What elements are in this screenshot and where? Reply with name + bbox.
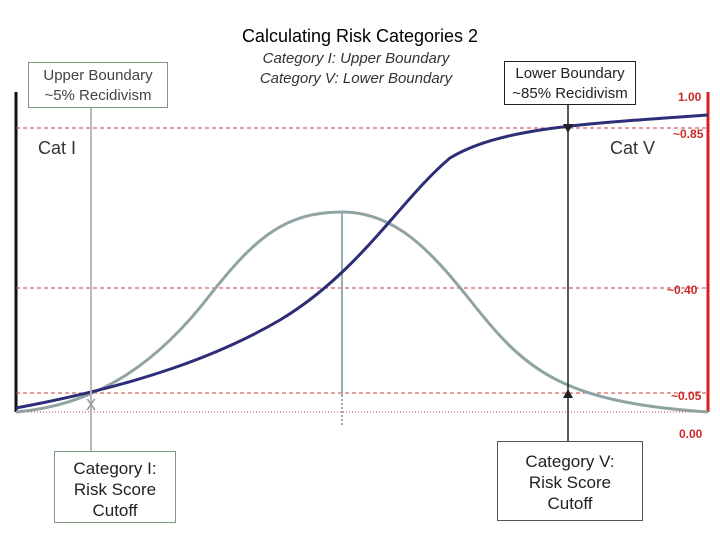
category-v-cutoff-line-3: Cutoff xyxy=(547,494,593,513)
tick-label-0-40: ~0.40 xyxy=(667,283,698,297)
category-v-cutoff-line-2: Risk Score xyxy=(528,473,612,492)
subtitle-line-2: Category V: Lower Boundary xyxy=(259,70,453,87)
upper-boundary-line-2: ~5% Recidivism xyxy=(44,87,152,104)
category-i-cutoff-line-1: Category I: xyxy=(73,459,157,478)
category-i-cutoff-line-3: Cutoff xyxy=(92,501,138,520)
category-i-cutoff-box: Category I: Risk Score Cutoff xyxy=(54,451,176,523)
lower-boundary-line-1: Lower Boundary xyxy=(515,65,625,82)
page-title: Calculating Risk Categories 2 xyxy=(241,26,479,46)
category-i-cutoff-line-2: Risk Score xyxy=(73,480,157,499)
subtitle-line-1: Category I: Upper Boundary xyxy=(262,50,450,67)
tick-label-0-05: ~0.05 xyxy=(671,389,702,403)
arrow-up-icon xyxy=(563,389,573,398)
tick-label-0-00: 0.00 xyxy=(679,427,703,441)
cutoff-x-marker: x xyxy=(86,393,96,415)
logistic-curve xyxy=(15,113,709,410)
tick-label-0-85: ~0.85 xyxy=(673,127,704,141)
lower-boundary-box: Lower Boundary ~85% Recidivism xyxy=(504,61,636,105)
arrow-down-icon xyxy=(563,124,573,133)
lower-boundary-line-2: ~85% Recidivism xyxy=(512,85,628,102)
subtitle: Category I: Upper Boundary Category V: L… xyxy=(238,49,474,89)
tick-label-1-00: 1.00 xyxy=(678,90,702,104)
cat-v-label: Cat V xyxy=(610,138,656,158)
upper-boundary-box: Upper Boundary ~5% Recidivism xyxy=(28,62,168,108)
cat-i-label: Cat I xyxy=(38,138,77,158)
upper-boundary-line-1: Upper Boundary xyxy=(43,67,153,84)
bell-curve xyxy=(15,210,709,414)
category-v-cutoff-box: Category V: Risk Score Cutoff xyxy=(497,441,643,521)
category-v-cutoff-line-1: Category V: xyxy=(525,452,615,471)
